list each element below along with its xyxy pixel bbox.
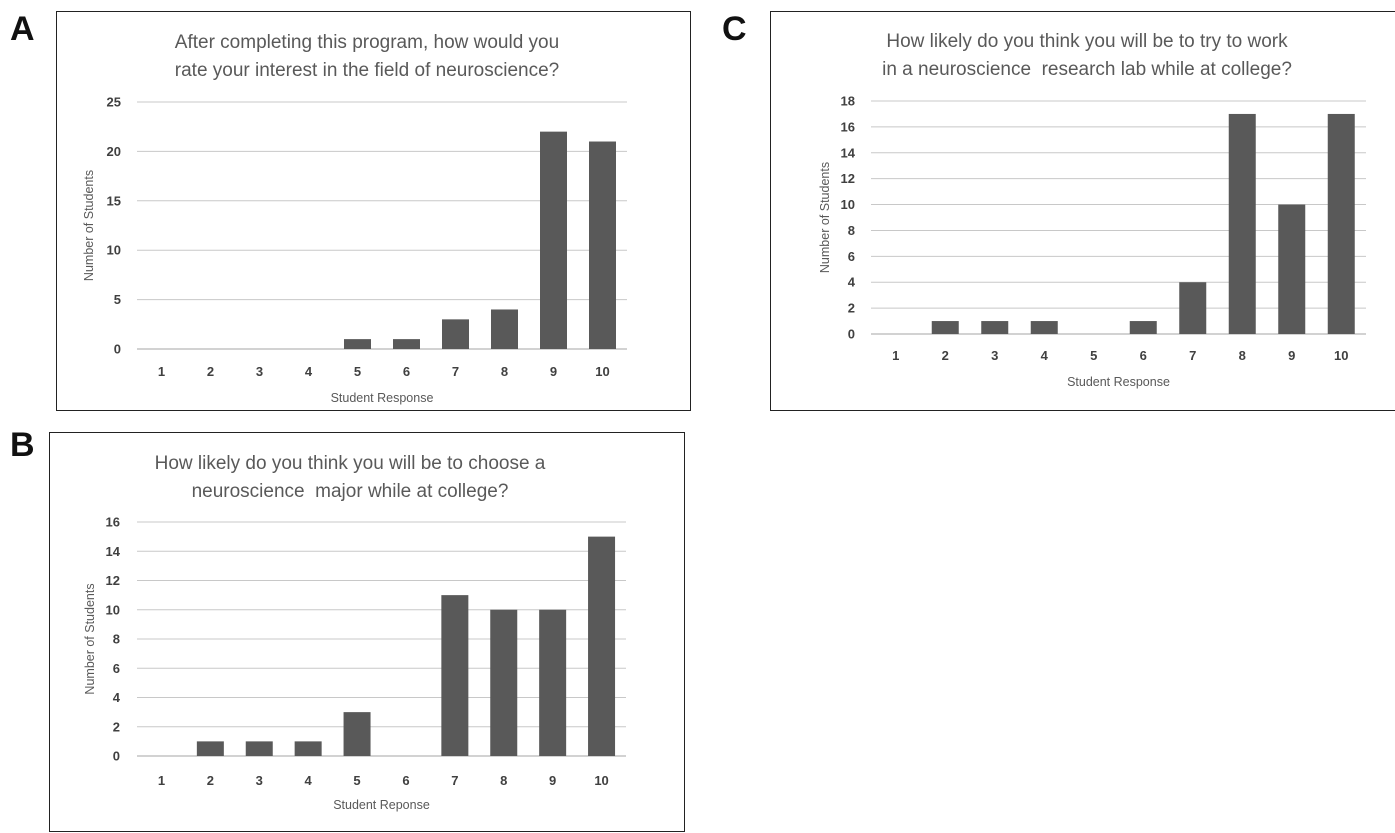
y-tick-label: 14 [106, 544, 121, 559]
y-tick-label: 4 [848, 275, 856, 290]
panel-label-b: B [10, 426, 35, 464]
y-tick-label: 20 [107, 144, 121, 159]
x-tick-label: 8 [501, 364, 508, 379]
chart-title-line: How likely do you think you will be to t… [886, 31, 1288, 52]
bar [1179, 282, 1207, 334]
panel-label-a: A [10, 10, 35, 48]
y-tick-label: 0 [848, 327, 855, 342]
bar [441, 595, 469, 756]
x-tick-label: 4 [1041, 348, 1049, 363]
bar [294, 741, 322, 756]
x-tick-label: 6 [1140, 348, 1147, 363]
x-tick-label: 1 [158, 773, 165, 788]
x-tick-label: 2 [942, 348, 949, 363]
bar [540, 131, 567, 349]
bar [1129, 321, 1157, 334]
x-tick-label: 10 [594, 773, 608, 788]
panel-label-c: C [722, 10, 747, 48]
chart-b: How likely do you think you will be to c… [49, 432, 685, 832]
bar [931, 321, 959, 334]
y-tick-label: 16 [106, 515, 120, 530]
y-tick-label: 8 [848, 223, 855, 238]
y-tick-label: 6 [848, 249, 855, 264]
chart-title-line: How likely do you think you will be to c… [155, 453, 546, 474]
bar [344, 339, 371, 349]
bar [539, 609, 567, 756]
y-tick-label: 10 [841, 197, 855, 212]
chart-title-line: rate your interest in the field of neuro… [175, 60, 559, 81]
y-tick-label: 4 [113, 690, 121, 705]
bar [981, 321, 1009, 334]
y-tick-label: 14 [841, 145, 856, 160]
x-tick-label: 9 [550, 364, 557, 379]
x-tick-label: 3 [256, 773, 263, 788]
chart-svg: How likely do you think you will be to t… [818, 31, 1366, 389]
y-tick-label: 0 [113, 749, 120, 764]
bar [1030, 321, 1058, 334]
chart-a: After completing this program, how would… [56, 11, 691, 411]
y-tick-label: 5 [114, 292, 121, 307]
y-tick-label: 12 [841, 171, 855, 186]
y-axis-label: Number of Students [818, 162, 832, 273]
x-tick-label: 1 [892, 348, 899, 363]
bar [393, 339, 420, 349]
bar [245, 741, 273, 756]
x-tick-label: 7 [1189, 348, 1196, 363]
chart-c: How likely do you think you will be to t… [770, 11, 1395, 411]
y-tick-label: 2 [113, 719, 120, 734]
x-tick-label: 9 [1288, 348, 1295, 363]
bar [343, 712, 371, 756]
x-axis-label: Student Response [1067, 375, 1170, 389]
bar [490, 609, 518, 756]
x-tick-label: 1 [158, 364, 165, 379]
bar [442, 319, 469, 349]
x-tick-label: 5 [353, 773, 360, 788]
x-tick-label: 8 [500, 773, 507, 788]
bar [1278, 204, 1306, 334]
chart-title-line: After completing this program, how would… [175, 32, 559, 53]
x-tick-label: 10 [1334, 348, 1348, 363]
x-tick-label: 10 [595, 364, 609, 379]
y-axis-label: Number of Students [82, 170, 96, 281]
y-tick-label: 25 [107, 95, 121, 110]
x-tick-label: 3 [256, 364, 263, 379]
x-tick-label: 9 [549, 773, 556, 788]
bar [1327, 113, 1355, 334]
bar [491, 309, 518, 349]
bar [1228, 113, 1256, 334]
x-tick-label: 4 [305, 773, 313, 788]
x-tick-label: 5 [1090, 348, 1097, 363]
x-tick-label: 8 [1239, 348, 1246, 363]
bar [196, 741, 224, 756]
x-axis-label: Student Response [331, 391, 434, 405]
y-tick-label: 0 [114, 342, 121, 357]
y-tick-label: 12 [106, 573, 120, 588]
y-tick-label: 16 [841, 119, 855, 134]
y-tick-label: 2 [848, 301, 855, 316]
chart-svg: How likely do you think you will be to c… [83, 453, 626, 812]
x-tick-label: 7 [451, 773, 458, 788]
y-axis-label: Number of Students [83, 583, 97, 694]
x-axis-label: Student Reponse [333, 798, 430, 812]
chart-svg: After completing this program, how would… [82, 32, 627, 405]
chart-title-line: neuroscience major while at college? [192, 481, 509, 502]
x-tick-label: 2 [207, 364, 214, 379]
x-tick-label: 4 [305, 364, 313, 379]
x-tick-label: 5 [354, 364, 361, 379]
y-tick-label: 10 [106, 602, 120, 617]
y-tick-label: 18 [841, 94, 855, 109]
bar [589, 141, 616, 349]
x-tick-label: 6 [402, 773, 409, 788]
y-tick-label: 8 [113, 632, 120, 647]
chart-title-line: in a neuroscience research lab while at … [882, 59, 1292, 80]
y-tick-label: 10 [107, 243, 121, 258]
x-tick-label: 7 [452, 364, 459, 379]
x-tick-label: 2 [207, 773, 214, 788]
bar [588, 536, 616, 756]
y-tick-label: 15 [107, 193, 121, 208]
y-tick-label: 6 [113, 661, 120, 676]
x-tick-label: 3 [991, 348, 998, 363]
x-tick-label: 6 [403, 364, 410, 379]
